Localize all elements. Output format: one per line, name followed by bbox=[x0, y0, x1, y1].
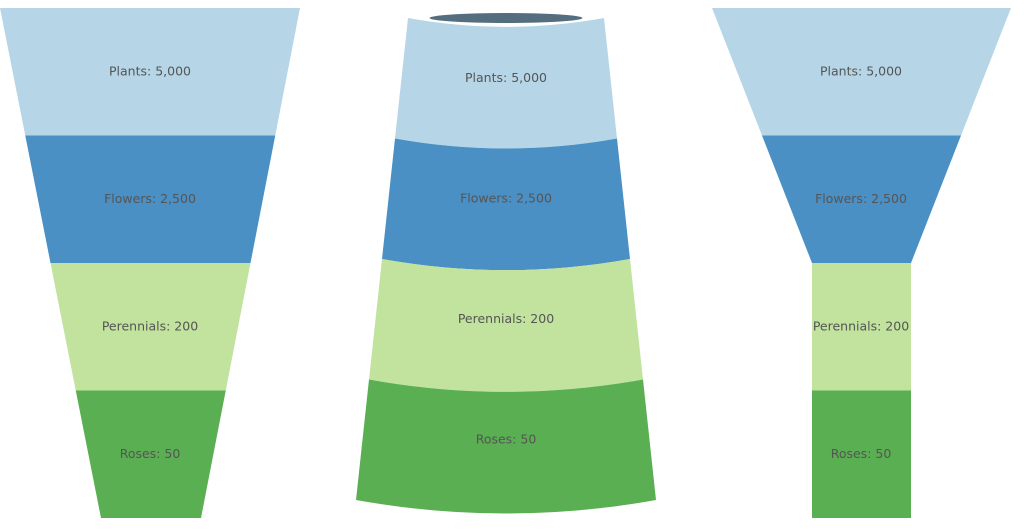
funnel-1-label-flowers: Flowers: 2,500 bbox=[104, 191, 196, 206]
funnel-3-label-roses: Roses: 50 bbox=[831, 446, 892, 461]
funnel-1-segment-plants[interactable] bbox=[0, 8, 300, 136]
funnel-2-label-perennials: Perennials: 200 bbox=[458, 311, 554, 326]
funnel-1-segment-roses[interactable] bbox=[75, 390, 226, 519]
funnel-2-label-roses: Roses: 50 bbox=[476, 431, 537, 446]
funnel-chart-2: Plants: 5,000 Flowers: 2,500 Perennials: 2… bbox=[356, 13, 656, 514]
funnel-1-label-roses: Roses: 50 bbox=[120, 446, 181, 461]
funnel-chart-1: Plants: 5,000 Flowers: 2,500 Perennials: 2… bbox=[0, 8, 300, 518]
funnel-3-label-perennials: Perennials: 200 bbox=[813, 318, 909, 333]
funnel-chart-3: Plants: 5,000 Flowers: 2,500 Perennials: 2… bbox=[712, 8, 1011, 518]
funnel-1-segment-perennials[interactable] bbox=[50, 263, 251, 391]
funnel-3-segment-flowers[interactable] bbox=[762, 135, 961, 264]
funnel-3-segment-roses[interactable] bbox=[812, 390, 911, 519]
funnel-1-label-perennials: Perennials: 200 bbox=[102, 318, 198, 333]
funnel-2-segment-perennials[interactable] bbox=[369, 259, 643, 392]
funnel-1-segment-flowers[interactable] bbox=[25, 135, 276, 264]
funnel-3-label-flowers: Flowers: 2,500 bbox=[815, 191, 907, 206]
funnel-2-label-plants: Plants: 5,000 bbox=[465, 70, 547, 85]
funnel-2-label-flowers: Flowers: 2,500 bbox=[460, 190, 552, 205]
funnel-2-segment-plants[interactable] bbox=[395, 18, 617, 149]
funnel-2-top-cap bbox=[429, 13, 583, 23]
funnel-3-segment-perennials[interactable] bbox=[812, 263, 911, 391]
funnel-3-segment-plants[interactable] bbox=[712, 8, 1011, 136]
funnel-2-segment-roses[interactable] bbox=[356, 379, 656, 514]
funnel-1-label-plants: Plants: 5,000 bbox=[109, 63, 191, 78]
funnel-2-segment-flowers[interactable] bbox=[382, 138, 630, 271]
funnel-3-label-plants: Plants: 5,000 bbox=[820, 63, 902, 78]
